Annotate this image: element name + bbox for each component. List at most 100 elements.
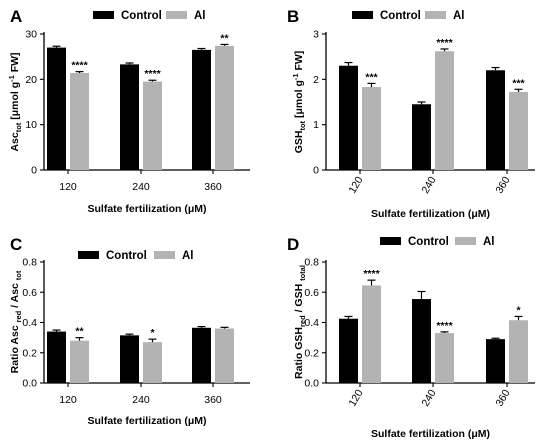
significance-marker: ****	[436, 320, 453, 332]
legend-label: Al	[194, 10, 206, 22]
y-tick-label: 0.2	[304, 347, 319, 359]
y-tick-label: 0.8	[22, 257, 37, 269]
legend-label: Control	[121, 10, 162, 22]
bar-control-240	[412, 299, 431, 383]
significance-marker: *	[516, 304, 521, 316]
x-axis-label: Sulfate fertilization (μM)	[87, 203, 206, 215]
significance-marker: ***	[512, 77, 525, 89]
y-tick-label: 0.4	[22, 317, 37, 329]
panel-c: C Control Al 0.0 0.2 0.4 0.6 0.8 ** 120 * 240 360 Sul…	[9, 235, 250, 427]
bar-al-120	[70, 340, 89, 383]
legend: Control Al	[352, 10, 465, 22]
legend-label: Control	[106, 250, 147, 262]
x-tick-label: 360	[493, 174, 512, 195]
y-label-part: [μmol g	[9, 82, 21, 123]
y-label-part: red	[298, 315, 307, 327]
significance-marker: ****	[436, 37, 453, 49]
y-label-part: -1	[7, 75, 16, 82]
y-axis-label: Ratio GSHred / GSH total	[293, 265, 307, 379]
panel-label: D	[287, 235, 299, 254]
y-label-part: Ratio GSH	[293, 327, 305, 379]
bar-control-240	[120, 335, 139, 383]
x-tick-label: 360	[204, 181, 222, 193]
x-tick-label: 240	[419, 387, 438, 408]
bar-al-240	[143, 81, 162, 170]
legend-swatch	[78, 251, 99, 259]
legend-swatch	[425, 11, 446, 19]
x-tick-label: 120	[59, 181, 77, 193]
legend: Control Al	[78, 250, 194, 262]
y-tick-label: 0	[31, 165, 37, 177]
x-axis-label: Sulfate fertilization (μM)	[87, 415, 206, 427]
significance-marker: ****	[363, 268, 380, 280]
significance-marker: **	[220, 32, 229, 44]
y-label-part: FW]	[293, 51, 305, 74]
bar-al-360	[509, 92, 528, 170]
panel-a: A Control Al 0 10 20 30 **** 120 **** 240 ** 360 Sulf…	[7, 7, 250, 215]
significance-marker: ****	[71, 60, 88, 72]
bar-al-360	[215, 45, 234, 170]
y-label-part: GSH	[293, 131, 305, 154]
panel-d: D Control Al 0.0 0.2 0.4 0.6 0.8 **** 120 **** 240 *…	[287, 235, 535, 440]
bar-al-240	[143, 342, 162, 383]
y-tick-label: 0.0	[22, 378, 37, 390]
legend: Control Al	[93, 10, 206, 22]
legend-swatch	[166, 11, 187, 19]
y-label-part: FW]	[9, 52, 21, 75]
y-tick-label: 30	[25, 29, 37, 41]
y-tick-label: 0.6	[304, 287, 319, 299]
x-axis-label: Sulfate fertilization (μM)	[371, 208, 490, 220]
significance-marker: *	[150, 327, 155, 339]
legend-label: Al	[182, 250, 194, 262]
y-label-part: tot	[14, 122, 23, 132]
y-label-part: Ratio Asc	[9, 322, 21, 373]
legend-label: Control	[408, 236, 449, 248]
y-tick-label: 3	[313, 29, 319, 41]
x-tick-label: 240	[132, 394, 150, 406]
y-tick-label: 20	[25, 74, 37, 86]
legend-label: Al	[483, 236, 495, 248]
bar-control-120	[47, 47, 66, 170]
bar-control-360	[192, 327, 211, 383]
significance-marker: ***	[365, 71, 378, 83]
bar-control-120	[47, 331, 66, 383]
legend-swatch	[352, 11, 373, 19]
x-tick-label: 360	[204, 394, 222, 406]
panel-b: B Control Al 0 1 2 3 *** 120 **** 240 *** 360 Sulfate…	[287, 7, 535, 220]
legend-label: Control	[380, 10, 421, 22]
y-label-part: -1	[291, 73, 300, 80]
y-label-part: tot	[14, 270, 23, 280]
bar-al-360	[215, 328, 234, 383]
y-axis-label: GSHtot [μmol g-1 FW]	[291, 51, 307, 154]
y-label-part: Asc	[9, 132, 21, 151]
x-tick-label: 240	[132, 181, 150, 193]
bar-control-240	[412, 104, 431, 170]
y-label-part: / GSH	[293, 281, 305, 315]
bar-al-120	[70, 72, 89, 170]
y-label-part: / Asc	[9, 280, 21, 311]
bar-al-120	[362, 87, 381, 170]
bar-al-360	[509, 320, 528, 383]
y-label-part: red	[14, 310, 23, 322]
bar-al-240	[435, 333, 454, 383]
y-tick-label: 0.4	[304, 317, 319, 329]
y-axis-label: Ratio Asc red / Asc tot	[9, 270, 23, 373]
bar-control-120	[339, 65, 358, 170]
y-tick-label: 2	[313, 74, 319, 86]
bar-control-360	[192, 49, 211, 170]
legend-swatch	[154, 251, 175, 259]
bar-control-240	[120, 64, 139, 170]
y-tick-label: 1	[313, 119, 319, 131]
bar-control-120	[339, 318, 358, 383]
legend-label: Al	[453, 10, 465, 22]
y-tick-label: 0.0	[304, 378, 319, 390]
bar-al-240	[435, 51, 454, 170]
x-tick-label: 120	[346, 174, 365, 195]
panel-label: C	[10, 235, 22, 254]
y-label-part: tot	[298, 120, 307, 130]
bar-al-120	[362, 285, 381, 383]
panel-label: A	[10, 7, 22, 26]
y-tick-label: 0	[313, 165, 319, 177]
significance-marker: ****	[144, 68, 161, 80]
